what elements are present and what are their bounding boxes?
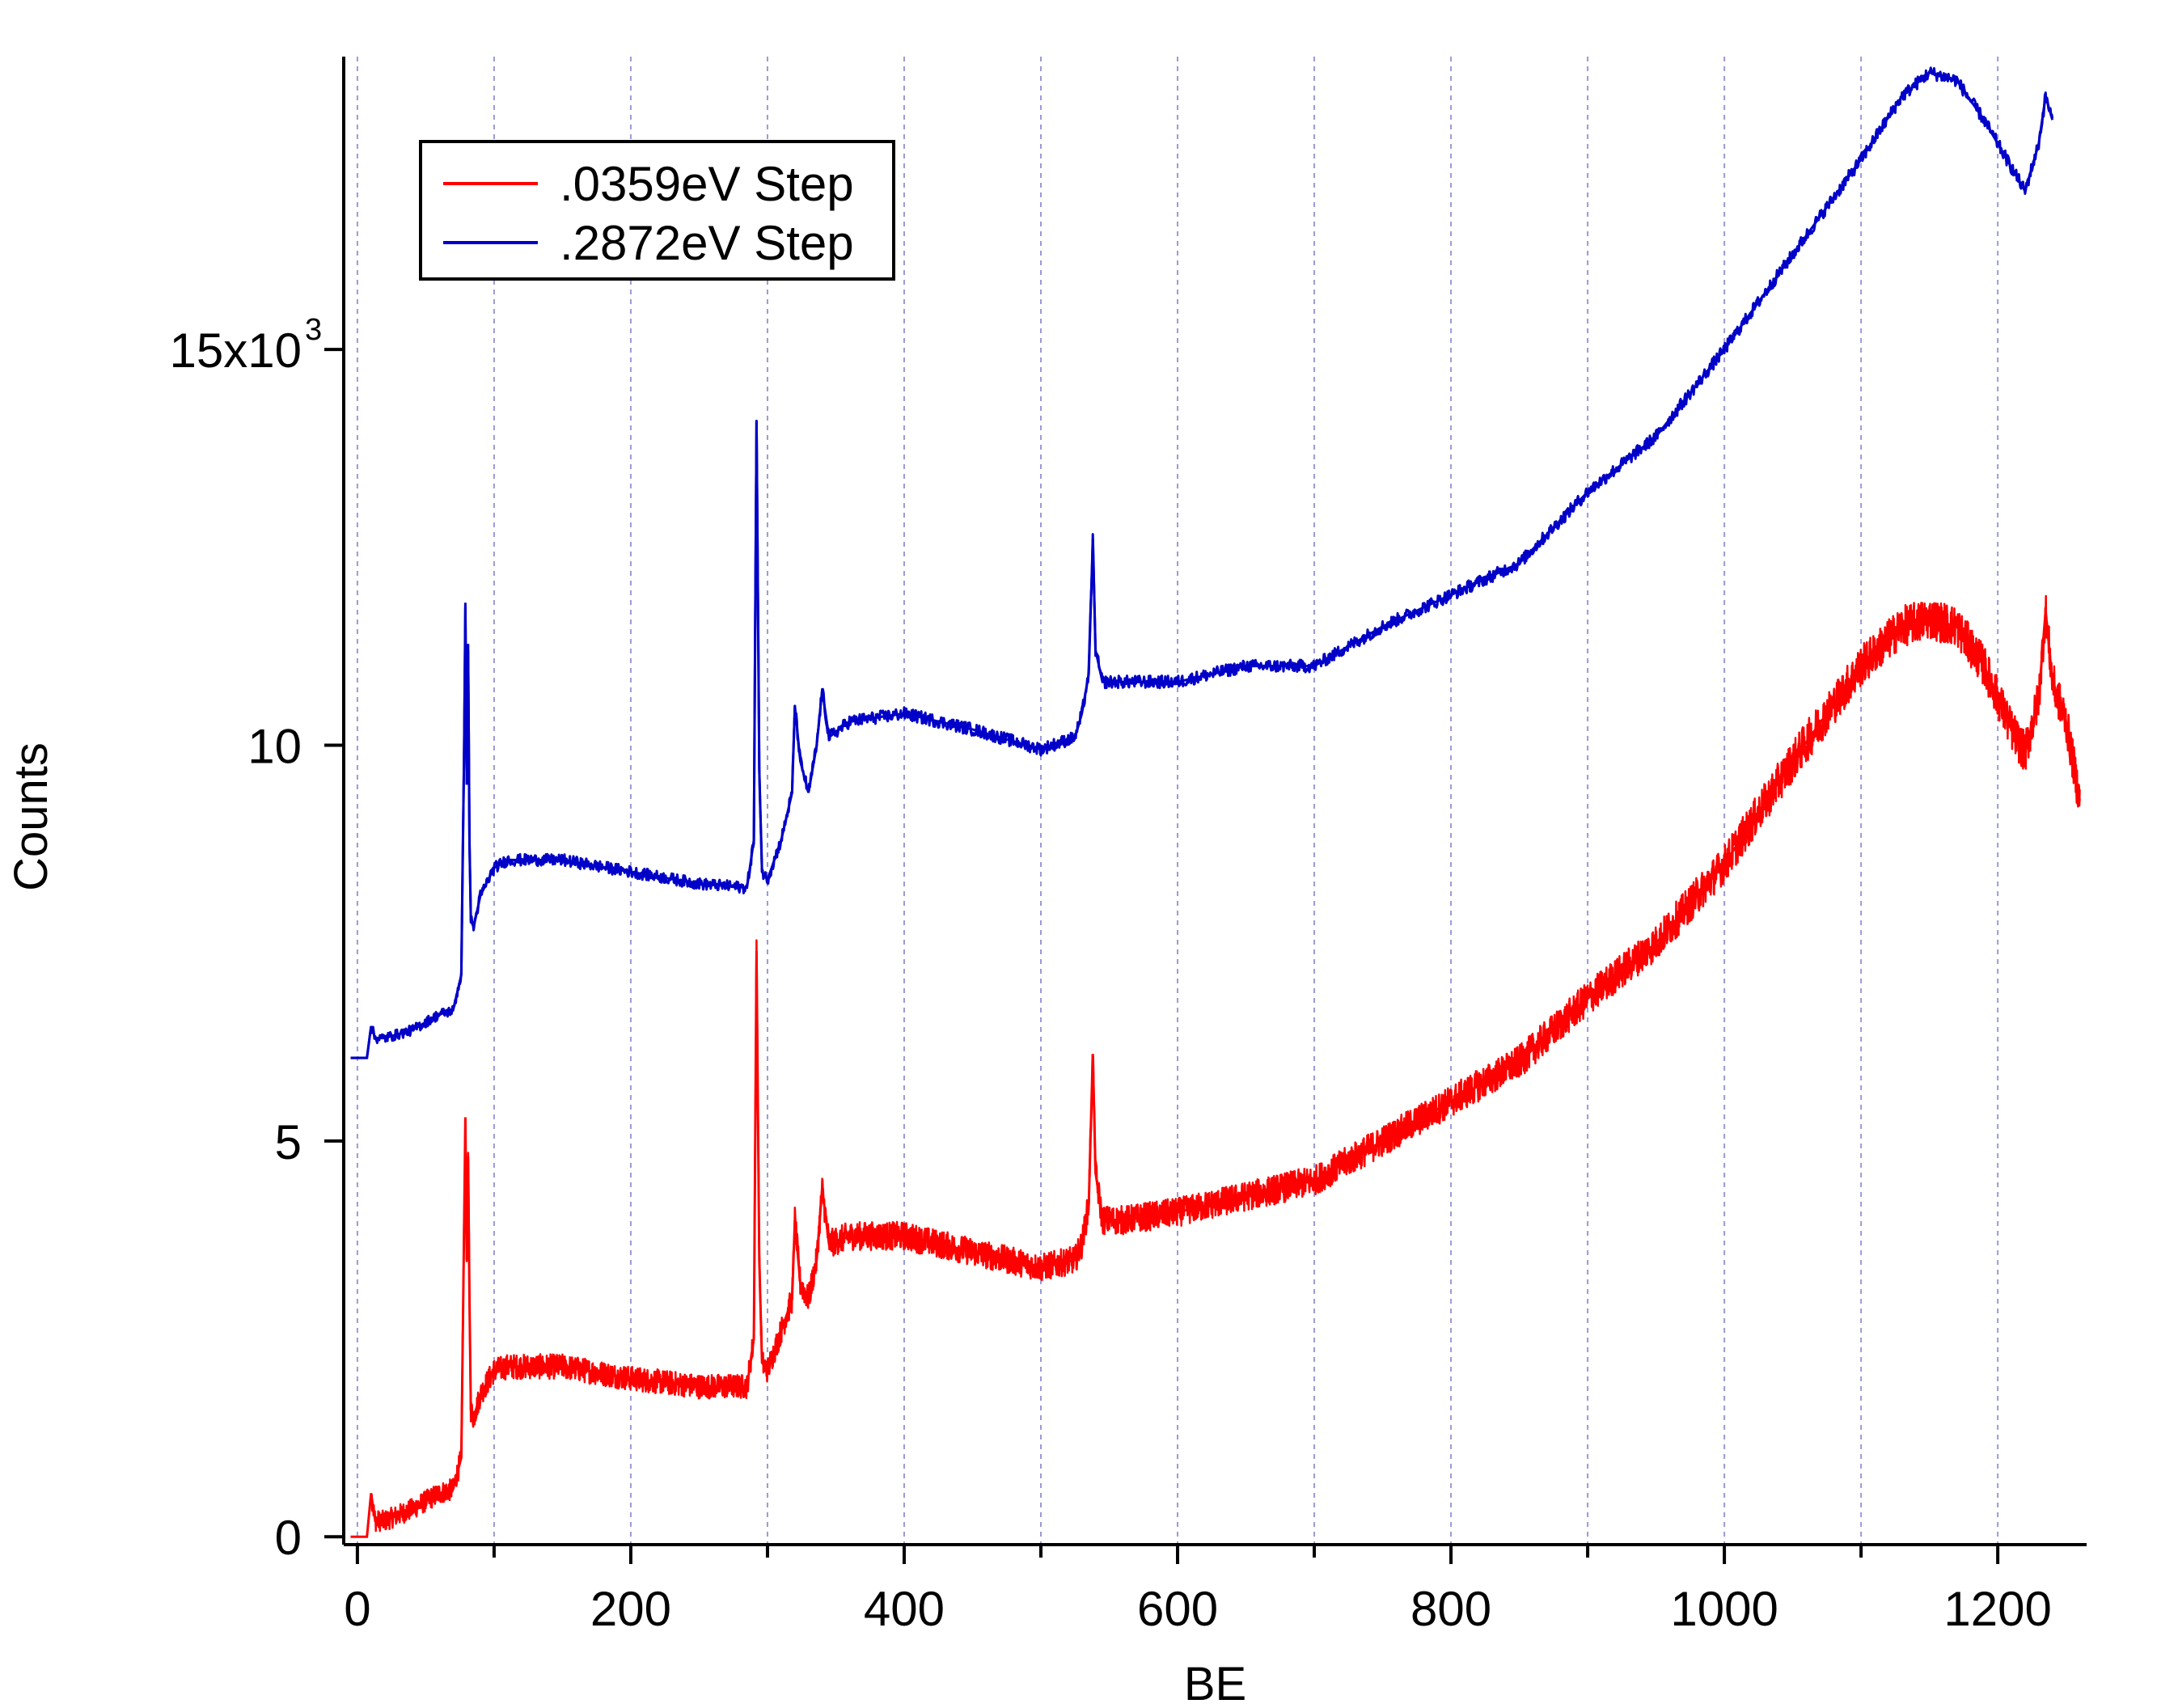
series-keyline-2872ev (350, 70, 2054, 1059)
series-line-0359ev (349, 594, 2081, 1538)
tick-marks: 0 200 400 600 800 1000 1200 0 5 10 15x10 3 (170, 313, 2052, 1636)
series-keyline-0359ev (350, 610, 2081, 1538)
y-axis-title: Counts (5, 742, 57, 891)
x-tick-label: 200 (590, 1582, 671, 1636)
x-axis-title: BE (1184, 1658, 1246, 1708)
x-tick-label: 1000 (1670, 1582, 1778, 1636)
legend: .0359eV Step .2872eV Step (419, 140, 895, 281)
y-tick-exponent: 3 (305, 313, 322, 347)
legend-label-2872ev: .2872eV Step (560, 216, 854, 270)
x-tick-label: 0 (344, 1582, 370, 1636)
legend-label-0359ev: .0359eV Step (560, 157, 854, 211)
y-tick-label: 0 (275, 1511, 302, 1565)
legend-box (419, 140, 895, 281)
x-tick-label: 400 (864, 1582, 945, 1636)
y-tick-label: 15x10 (170, 323, 302, 378)
series-group (349, 66, 2081, 1538)
axes (342, 57, 2087, 1546)
x-tick-label: 1200 (1943, 1582, 2051, 1636)
y-tick-label: 5 (275, 1115, 302, 1169)
x-tick-label: 600 (1137, 1582, 1218, 1636)
y-tick-label: 10 (247, 719, 302, 773)
x-tick-label: 800 (1410, 1582, 1491, 1636)
